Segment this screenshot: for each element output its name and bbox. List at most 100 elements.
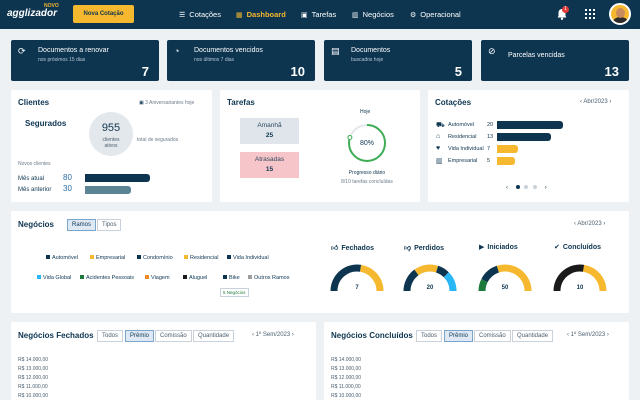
legend-swatch <box>184 255 188 259</box>
gauge-segment <box>443 272 457 292</box>
logo[interactable]: agglizador NOVO <box>7 3 59 19</box>
tarefas-card: Tarefas Amanhã 25 Atrasadas 15 Hoje 80% … <box>220 90 420 202</box>
kpi-documentos-vencidos[interactable]: ◔ Documentos vencidos nos últimos 7 dias… <box>167 40 315 81</box>
page-dot[interactable] <box>524 185 529 189</box>
page-dot[interactable] <box>515 185 520 189</box>
logo-badge: NOVO <box>44 3 59 9</box>
hoje-label: Hoje <box>360 109 371 115</box>
tab-comissao[interactable]: Comissão <box>155 330 192 342</box>
concluidos-period[interactable]: ‹ 1º Sem/2023 › <box>567 332 609 338</box>
progress-ring <box>347 124 386 162</box>
y-axis-label: R$ 10.000,00 <box>18 393 49 399</box>
page-dot[interactable] <box>533 185 538 189</box>
tarefas-atrasadas[interactable]: Atrasadas 15 <box>240 152 299 178</box>
fechados-period[interactable]: ‹ 1º Sem/2023 › <box>252 332 294 338</box>
negocios-concluidos-card: Negócios Concluídos Todos Prêmio Comissã… <box>324 322 629 400</box>
birthdays-link[interactable]: ▣ 3 Aniversariantes hoje <box>139 100 195 106</box>
legend-swatch <box>90 255 94 259</box>
nav-dashboard[interactable]: ▦ Dashboard <box>236 0 286 29</box>
tab-ramos[interactable]: Ramos <box>67 219 97 231</box>
legend-item[interactable]: Empresarial <box>90 255 125 261</box>
cotacoes-title: Cotações <box>435 98 472 107</box>
gauge-segment <box>478 278 488 292</box>
tab-quantidade[interactable]: Quantidade <box>512 330 554 342</box>
tab-todos[interactable]: Todos <box>97 330 124 342</box>
segurados-label: Segurados <box>25 119 67 128</box>
chevron-right-icon[interactable]: › <box>609 99 612 105</box>
chevron-left-icon[interactable]: ‹ <box>580 99 582 105</box>
new-quote-button[interactable]: Nova Cotação <box>73 5 134 23</box>
chevron-left-icon[interactable]: ‹ <box>506 185 508 191</box>
calendar-icon: ▣ <box>301 12 308 19</box>
cotacao-label: Vida Individual <box>448 146 484 152</box>
tab-tipos[interactable]: Tipos <box>97 219 122 231</box>
legend-item[interactable]: Aluguel <box>183 275 207 281</box>
clientes-ativos-value: 955 <box>101 122 121 134</box>
apps-grid-icon[interactable] <box>585 9 595 19</box>
legend-item[interactable]: Automóvel <box>46 255 78 261</box>
legend-item[interactable]: Acidentes Pessoais <box>80 275 134 281</box>
gauge-segment <box>481 265 500 283</box>
y-axis-label: R$ 14.000,00 <box>18 357 49 363</box>
negocios-fechados-title: Negócios Fechados <box>18 331 94 340</box>
gear-icon: ⚙ <box>410 12 417 19</box>
chevron-right-icon[interactable]: › <box>291 332 294 338</box>
gauge-value: 7 <box>355 285 359 291</box>
y-axis-label: R$ 12.000,00 <box>18 375 49 381</box>
negocios-title: Negócios <box>18 220 55 229</box>
kpi-parcelas-vencidas[interactable]: ⊘ Parcelas vencidas 13 <box>481 40 629 81</box>
gauge-title: 👍︎ Fechados <box>331 245 375 252</box>
chevron-left-icon[interactable]: ‹ <box>574 221 576 227</box>
kpi-documentos-renovar[interactable]: ⟳ Documentos a renovar nos próximos 15 d… <box>11 40 159 81</box>
gauge-value: 20 <box>426 285 434 291</box>
cotacao-bar <box>497 145 518 153</box>
nav-operacional[interactable]: ⚙ Operacional <box>410 0 461 29</box>
nav-tarefas[interactable]: ▣ Tarefas <box>301 0 336 29</box>
car-icon: ⛟ <box>436 122 445 129</box>
tab-premio[interactable]: Prêmio <box>444 330 474 342</box>
dashboard-icon: ▦ <box>236 12 243 19</box>
chevron-left-icon[interactable]: ‹ <box>252 332 254 338</box>
legend-item[interactable]: Residencial <box>184 255 218 261</box>
chevron-right-icon[interactable]: › <box>603 221 606 227</box>
chevron-right-icon[interactable]: › <box>544 185 547 191</box>
tab-comissao[interactable]: Comissão <box>474 330 511 342</box>
tab-premio[interactable]: Prêmio <box>125 330 155 342</box>
progress-label: Progresso diário <box>348 170 386 176</box>
mes-atual-label: Mês atual <box>18 176 45 182</box>
legend-item[interactable]: Vida Individual <box>227 255 269 261</box>
y-axis-label: R$ 12.000,00 <box>331 375 362 381</box>
tarefas-amanha[interactable]: Amanhã 25 <box>240 118 299 144</box>
gauge-segment <box>403 269 419 292</box>
thumb-down-icon: 👎︎ <box>404 245 412 252</box>
logo-text: agglizador <box>7 8 58 19</box>
tab-quantidade[interactable]: Quantidade <box>193 330 235 342</box>
cotacoes-period[interactable]: ‹ Abr/2023 › <box>580 99 612 105</box>
legend-item[interactable]: Bike <box>223 275 240 281</box>
heart-icon: ♥ <box>436 145 441 152</box>
gauge-value: 50 <box>501 285 509 291</box>
nav-negocios[interactable]: ▥ Negócios <box>352 0 394 29</box>
negocios-period[interactable]: ‹ Abr/2023 › <box>574 221 606 227</box>
gauge-segment <box>582 264 607 292</box>
tab-todos[interactable]: Todos <box>416 330 443 342</box>
legend-item[interactable]: Viagem <box>145 275 170 281</box>
legend-item[interactable]: Outros Ramos <box>248 275 289 281</box>
chevron-left-icon[interactable]: ‹ <box>567 332 569 338</box>
legend-swatch <box>223 275 227 279</box>
gauge-value: 10 <box>576 285 584 291</box>
avatar[interactable] <box>609 3 631 25</box>
legend-swatch <box>248 275 252 279</box>
top-bar: agglizador NOVO Nova Cotação ☰ Cotações ▦… <box>0 0 640 29</box>
mes-atual-value: 80 <box>63 173 72 182</box>
nav-cotacoes[interactable]: ☰ Cotações <box>179 0 221 29</box>
check-icon: ✔ <box>554 244 560 251</box>
y-axis-label: R$ 13.000,00 <box>18 366 49 372</box>
chevron-right-icon[interactable]: › <box>606 332 609 338</box>
legend-item[interactable]: Condomínio <box>137 255 173 261</box>
gift-icon: ▣ <box>139 100 144 106</box>
kpi-documentos-buscados[interactable]: ▤ Documentos buscados hoje 5 <box>324 40 472 81</box>
gauge-segment <box>553 264 585 292</box>
notifications-button[interactable]: 1 <box>556 6 569 20</box>
legend-item[interactable]: Vida Global <box>37 275 71 281</box>
